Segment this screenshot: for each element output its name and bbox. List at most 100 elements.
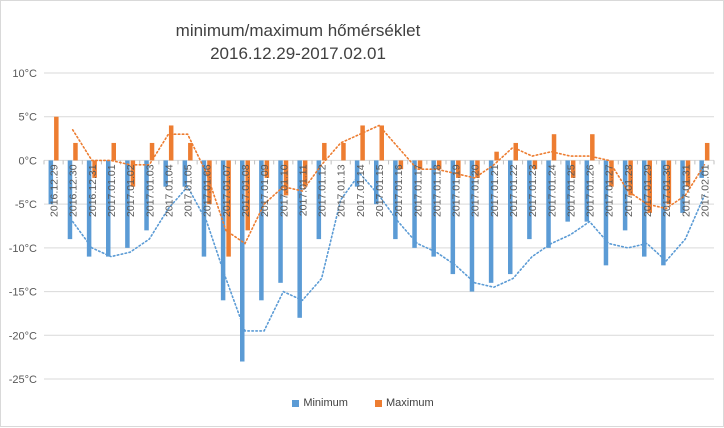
x-tick-label: 2016.12.29: [49, 164, 61, 217]
legend: Minimum Maximum: [1, 397, 724, 410]
x-tick-label: 2017.01.10: [278, 164, 290, 217]
bar-maximum: [130, 160, 136, 187]
bar-maximum: [360, 125, 365, 161]
x-tick-label: 2017.01.26: [585, 164, 597, 217]
x-tick-label: 2017.01.12: [317, 164, 329, 217]
y-tick-label: -5°C: [15, 199, 37, 211]
bar-minimum: [201, 160, 207, 257]
y-tick-label: 5°C: [19, 112, 38, 124]
bar-maximum: [322, 142, 327, 161]
bar-maximum: [609, 160, 614, 187]
x-tick-label: 2017.02.01: [699, 164, 711, 217]
bar-minimum: [163, 160, 168, 187]
y-tick-label: 10°C: [12, 68, 37, 80]
y-tick-label: -20°C: [9, 330, 37, 342]
x-tick-label: 2017.01.16: [393, 164, 405, 217]
bar-minimum: [469, 160, 475, 292]
bar-minimum: [680, 160, 685, 213]
x-tick-label: 2017.01.31: [680, 164, 692, 217]
bar-maximum: [666, 160, 672, 205]
bar-maximum: [168, 125, 174, 161]
bar-maximum: [532, 160, 538, 170]
bar-minimum: [86, 160, 92, 257]
bar-maximum: [111, 142, 116, 161]
bar-minimum: [642, 160, 647, 257]
bar-minimum: [661, 160, 666, 266]
legend-label-minimum: Minimum: [303, 397, 348, 409]
chart-subtitle: 2016.12.29-2017.02.01: [210, 44, 386, 63]
y-tick-label: -25°C: [9, 374, 37, 386]
bar-minimum: [374, 160, 379, 205]
bar-maximum: [379, 125, 384, 161]
bar-minimum: [144, 160, 149, 231]
trendline-minimum: [71, 172, 706, 332]
x-tick-label: 2017.01.21: [489, 164, 501, 217]
bar-minimum: [393, 160, 398, 240]
x-tick-label: 2017.01.13: [336, 164, 348, 217]
bar-maximum: [245, 160, 250, 231]
bar-maximum: [456, 160, 461, 178]
legend-swatch-minimum: [292, 399, 300, 407]
x-tick-label: 2017.01.25: [565, 164, 577, 217]
bar-minimum: [603, 160, 609, 266]
bar-minimum: [67, 160, 73, 240]
bar-minimum: [48, 160, 54, 205]
bar-maximum: [436, 160, 442, 170]
x-tick-label: 2017.01.06: [202, 164, 214, 217]
legend-swatch-maximum: [375, 399, 382, 407]
bar-minimum: [450, 160, 456, 275]
x-tick-label: 2017.01.03: [144, 164, 156, 217]
bar-minimum: [565, 160, 570, 222]
bar-minimum: [622, 160, 628, 231]
bar-maximum: [494, 151, 499, 161]
trendline-maximum: [71, 124, 706, 245]
legend-item-maximum: Maximum: [375, 397, 434, 409]
bar-maximum: [54, 116, 59, 161]
x-tick-label: 2017.01.22: [508, 164, 520, 217]
bar-minimum: [220, 160, 226, 301]
x-tick-label: 2016.12.31: [87, 164, 99, 217]
legend-item-minimum: Minimum: [292, 397, 348, 409]
x-tick-label: 2017.01.18: [431, 164, 443, 217]
x-tick-label: 2017.01.19: [451, 164, 463, 217]
x-tick-label: 2017.01.15: [374, 164, 386, 217]
bar-maximum: [92, 160, 97, 178]
bar-minimum: [278, 160, 283, 283]
bar-minimum: [431, 160, 436, 257]
x-tick-label: 2016.12.30: [68, 164, 80, 217]
x-tick-label: 2017.01.30: [661, 164, 673, 217]
x-tick-label: 2017.01.04: [163, 164, 175, 217]
bar-minimum: [527, 160, 532, 240]
bar-minimum: [297, 160, 302, 318]
bar-maximum: [226, 160, 231, 257]
x-tick-label: 2017.01.07: [221, 164, 233, 217]
bar-maximum: [685, 160, 691, 187]
y-tick-label: -10°C: [9, 243, 37, 255]
bar-minimum: [354, 160, 360, 187]
x-tick-label: 2017.01.09: [259, 164, 271, 217]
y-tick-label: -15°C: [9, 287, 37, 299]
bar-minimum: [316, 160, 322, 240]
x-tick-label: 2017.01.28: [623, 164, 635, 217]
x-tick-label: 2017.01.27: [604, 164, 616, 217]
bar-maximum: [188, 142, 193, 161]
bar-maximum: [417, 160, 423, 170]
legend-label-maximum: Maximum: [386, 397, 434, 409]
bar-maximum: [264, 160, 270, 178]
bar-maximum: [398, 160, 404, 170]
bar-maximum: [475, 160, 480, 178]
bar-maximum: [283, 160, 289, 196]
bar-minimum: [182, 160, 188, 187]
x-tick-label: 2017.01.14: [355, 164, 367, 217]
x-tick-label: 2017.01.02: [125, 164, 137, 217]
x-tick-label: 2017.01.08: [240, 164, 252, 217]
bar-maximum: [590, 134, 595, 161]
bar-minimum: [488, 160, 494, 283]
x-tick-label: 2017.01.01: [106, 164, 118, 217]
bar-minimum: [584, 160, 590, 222]
bar-minimum: [699, 160, 704, 178]
bar-maximum: [704, 142, 710, 161]
chart-title: minimum/maximum hőmérséklet: [175, 21, 421, 40]
x-tick-label: 2017.01.23: [527, 164, 539, 217]
